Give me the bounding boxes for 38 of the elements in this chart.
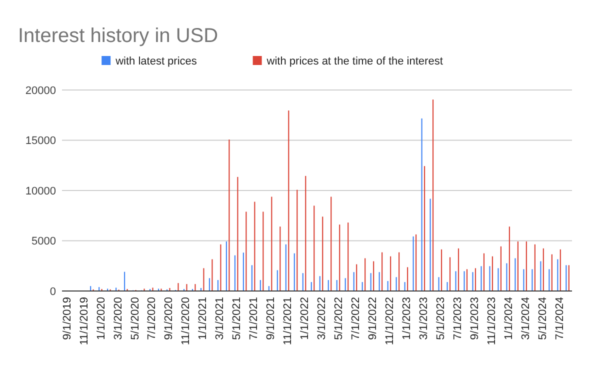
x-tick-label: 7/1/2022 xyxy=(350,297,362,340)
x-tick-label: 9/1/2020 xyxy=(163,297,176,340)
x-tick-label: 3/1/2020 xyxy=(112,297,124,340)
y-tick-label: 0 xyxy=(50,286,56,298)
x-tick-label: 7/1/2023 xyxy=(452,297,464,340)
y-tick-label: 5000 xyxy=(32,236,56,248)
x-tick-label: 1/1/2022 xyxy=(299,297,312,340)
y-tick-label: 10000 xyxy=(25,185,56,198)
x-tick-label: 5/1/2024 xyxy=(536,297,549,340)
x-tick-label: 3/1/2023 xyxy=(418,297,430,340)
x-tick-label: 11/1/2021 xyxy=(282,297,294,346)
x-tick-label: 11/1/2023 xyxy=(486,297,498,346)
x-tick-label: 5/1/2021 xyxy=(231,297,244,340)
x-tick-label: 9/1/2023 xyxy=(468,297,481,340)
legend-label: with latest prices xyxy=(114,56,198,68)
x-tick-label: 3/1/2024 xyxy=(520,297,532,340)
x-tick-label: 1/1/2021 xyxy=(197,297,210,340)
x-tick-label: 11/1/2019 xyxy=(78,297,90,346)
x-tick-label: 5/1/2023 xyxy=(434,297,447,340)
x-tick-label: 5/1/2020 xyxy=(129,297,142,340)
x-tick-label: 1/1/2024 xyxy=(502,297,515,340)
x-tick-label: 7/1/2020 xyxy=(146,297,158,340)
x-tick-label: 7/1/2021 xyxy=(248,297,260,340)
x-tick-label: 3/1/2022 xyxy=(316,297,328,340)
y-tick-label: 15000 xyxy=(25,135,56,148)
chart-title: Interest history in USD xyxy=(18,25,218,47)
x-tick-label: 3/1/2021 xyxy=(214,297,226,340)
x-tick-label: 9/1/2019 xyxy=(61,297,74,340)
x-tick-label: 11/1/2022 xyxy=(384,297,396,346)
x-tick-label: 7/1/2024 xyxy=(554,297,566,340)
x-tick-label: 9/1/2021 xyxy=(265,297,278,340)
x-tick-label: 11/1/2020 xyxy=(180,297,192,346)
x-tick-label: 1/1/2023 xyxy=(401,297,414,340)
legend-label: with prices at the time of the interest xyxy=(266,56,443,68)
x-tick-label: 1/1/2020 xyxy=(95,297,108,340)
x-tick-label: 9/1/2022 xyxy=(367,297,380,340)
y-tick-label: 20000 xyxy=(25,84,56,97)
x-tick-label: 5/1/2022 xyxy=(333,297,346,340)
